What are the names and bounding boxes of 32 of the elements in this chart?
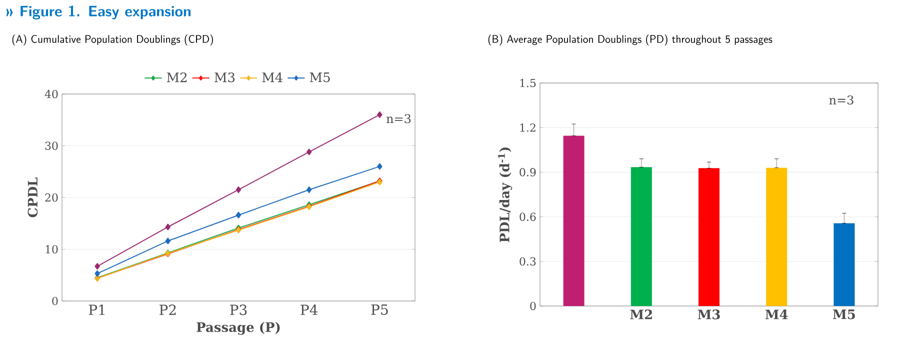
y-tick-label: 0.6 [520, 212, 536, 221]
legend-label: M4 [262, 72, 283, 82]
x-tick-label: P3 [230, 304, 247, 316]
x-axis-title: Passage (P) [196, 322, 280, 335]
y-axis-title: PDL/day (d$^{-1}$) [498, 147, 512, 242]
x-tick-label: P5 [371, 304, 388, 315]
legend-label: M5 [310, 72, 330, 82]
annotation: n=3 [386, 114, 411, 124]
y-tick-label: 1.5 [520, 78, 536, 88]
legend-label: M2 [166, 72, 187, 82]
y-tick-label: 40 [44, 90, 58, 98]
chart-subtitle: (A) Cumulative Population Doublings (CPD) [12, 34, 213, 46]
x-tick-label: M4 [765, 310, 788, 320]
x-tick-label: P1 [88, 304, 104, 315]
y-tick-label: 0 [52, 296, 58, 306]
y-tick-label: 10 [46, 245, 58, 254]
y-tick-label: 0 [530, 302, 536, 310]
chart-title: » Figure 1. Easy expansion [6, 6, 191, 20]
annotation: n=3 [829, 95, 854, 105]
x-tick-label: M2 [630, 310, 652, 320]
y-tick-label: 20 [45, 193, 58, 202]
y-axis-title: CPDL [28, 178, 38, 218]
y-tick-label: 0.3 [520, 257, 536, 266]
y-tick-label: 1.2 [520, 123, 536, 132]
x-tick-label: P2 [160, 304, 176, 315]
x-tick-label: M3 [698, 310, 720, 320]
x-tick-label: P4 [300, 304, 318, 315]
y-tick-label: 30 [45, 142, 58, 150]
chart-title: (B) Average Population Doublings (PD) throughout 5 passages [488, 34, 772, 46]
y-tick-label: 0.9 [520, 168, 536, 176]
x-tick-label: M5 [833, 310, 855, 320]
legend-label: M3 [214, 72, 235, 82]
